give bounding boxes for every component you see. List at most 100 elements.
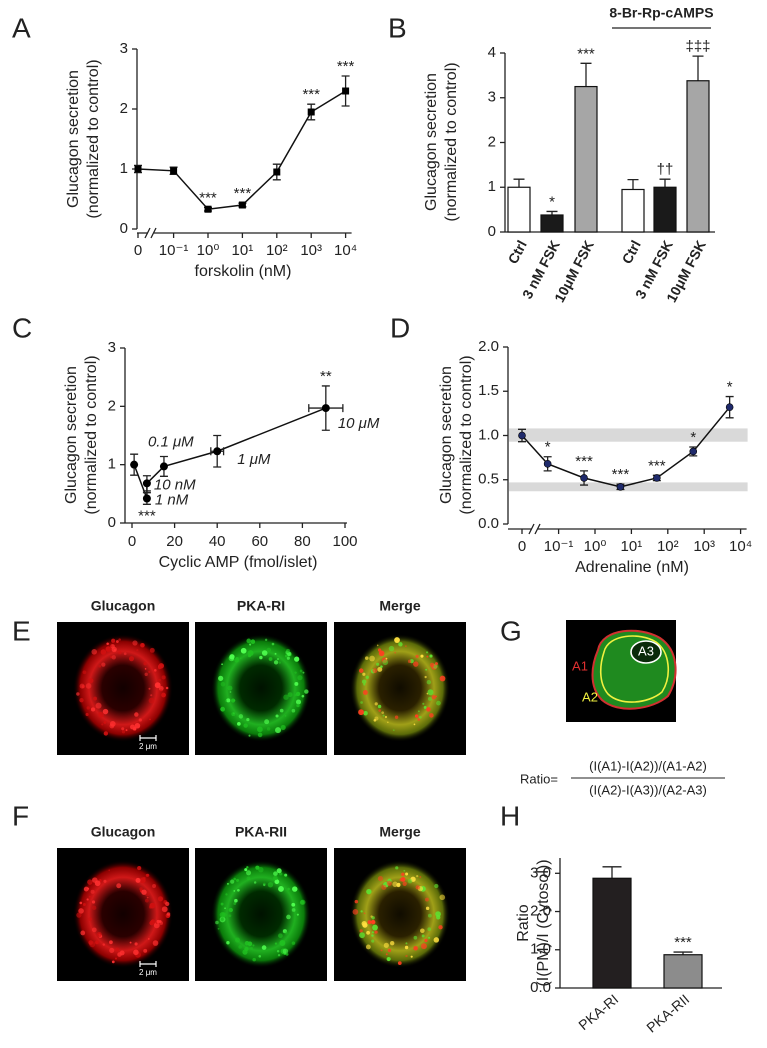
y-tick-label: 2.0 xyxy=(478,338,499,355)
point-label: 1 μM xyxy=(237,451,271,468)
granule xyxy=(371,934,374,937)
data-point xyxy=(689,447,698,456)
x-tick-label: 10⁰ xyxy=(197,242,220,259)
granule xyxy=(274,879,280,885)
granule xyxy=(157,665,162,670)
granule xyxy=(83,886,89,892)
granule xyxy=(140,642,145,648)
granule xyxy=(275,714,279,718)
granule xyxy=(291,708,296,713)
granule xyxy=(144,668,147,670)
granule xyxy=(377,666,383,672)
y-tick-label: 2 xyxy=(108,397,116,414)
granule xyxy=(429,713,434,718)
granule xyxy=(233,890,236,892)
granule xyxy=(421,934,425,938)
granule xyxy=(224,699,228,702)
y-tick-label: 1 xyxy=(488,178,496,195)
panel-letter: E xyxy=(12,615,31,646)
granule xyxy=(377,648,382,652)
y-tick-label: 0 xyxy=(488,223,496,240)
granule xyxy=(152,884,157,888)
granule xyxy=(279,708,284,713)
roi-label: A2 xyxy=(582,689,598,704)
granule xyxy=(132,640,138,646)
x-tick-label: 0 xyxy=(518,538,526,555)
granule xyxy=(418,715,422,719)
significance: *** xyxy=(575,453,593,470)
granule xyxy=(301,694,305,698)
granule xyxy=(154,669,157,672)
category-label: PKA-RI xyxy=(575,991,621,1033)
y-tick-label: 2.0 xyxy=(530,902,551,919)
granule xyxy=(385,657,388,660)
granule xyxy=(215,920,219,925)
granule xyxy=(238,714,244,719)
data-point xyxy=(543,460,552,468)
granule xyxy=(129,941,132,944)
granule xyxy=(165,686,169,690)
granule xyxy=(86,706,90,710)
granule xyxy=(115,947,120,952)
granule xyxy=(302,671,305,674)
granule xyxy=(230,879,235,884)
granule xyxy=(382,714,385,717)
granule xyxy=(144,898,149,903)
granule xyxy=(79,901,83,905)
granule xyxy=(287,887,290,891)
granule xyxy=(136,649,139,652)
granule xyxy=(416,875,419,878)
granule xyxy=(360,701,363,704)
granule xyxy=(78,908,84,914)
granule xyxy=(248,734,251,737)
granule xyxy=(374,716,379,721)
granule xyxy=(352,909,359,915)
granule xyxy=(244,946,249,952)
granule xyxy=(227,685,233,691)
granule xyxy=(371,939,375,943)
bar xyxy=(653,186,677,233)
granule xyxy=(405,954,408,958)
x-tick-label: 40 xyxy=(209,533,226,550)
granule xyxy=(233,877,237,881)
x-tick-label: 0 xyxy=(128,533,136,550)
granule xyxy=(366,930,370,935)
granule xyxy=(405,942,408,945)
granule xyxy=(276,868,282,874)
y-tick-label: 3 xyxy=(488,89,496,106)
granule xyxy=(286,656,290,660)
granule xyxy=(231,712,236,717)
granule xyxy=(417,717,421,721)
data-point xyxy=(273,168,281,176)
granule xyxy=(116,883,122,889)
granule xyxy=(93,696,98,701)
granule xyxy=(82,903,86,907)
data-point xyxy=(142,479,151,488)
granule xyxy=(363,912,366,915)
image-label: Merge xyxy=(379,824,420,840)
granule xyxy=(431,695,437,700)
granule xyxy=(291,908,296,912)
granule xyxy=(381,711,385,714)
bar xyxy=(686,80,710,233)
significance: *** xyxy=(337,58,355,75)
granule xyxy=(434,883,439,889)
granule xyxy=(137,865,142,871)
granule xyxy=(217,927,220,930)
granule xyxy=(91,927,97,933)
x-axis-label: forskolin (nM) xyxy=(195,263,292,280)
bar xyxy=(592,877,632,989)
image-label: Glucagon xyxy=(91,598,156,614)
granule xyxy=(115,640,119,643)
granule xyxy=(366,888,372,895)
granule xyxy=(297,675,303,681)
granule xyxy=(102,943,106,946)
granule xyxy=(165,901,170,907)
data-point xyxy=(142,494,151,503)
granule xyxy=(420,654,424,658)
granule xyxy=(271,642,275,646)
x-axis-label: Adrenaline (nM) xyxy=(575,559,689,576)
granule xyxy=(372,924,378,931)
granule xyxy=(426,680,432,685)
